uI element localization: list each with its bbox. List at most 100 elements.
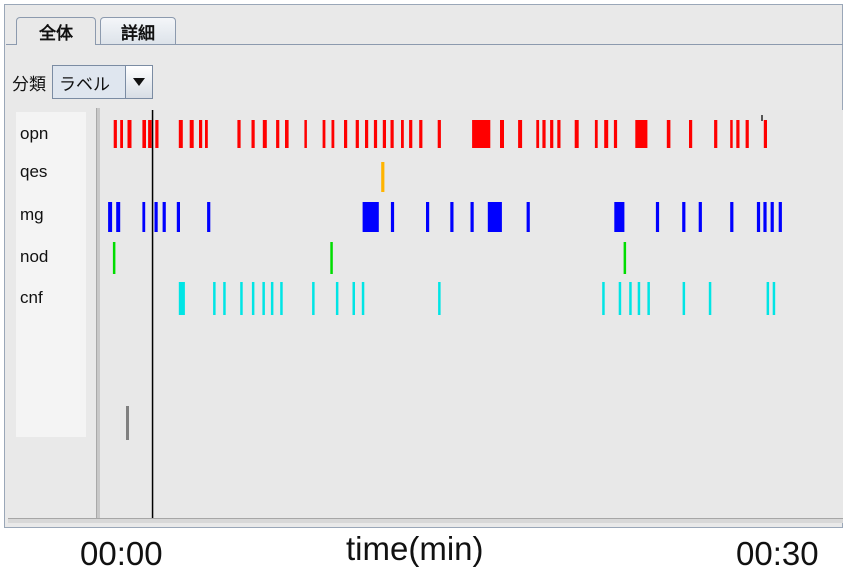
opn-event-27 (437, 120, 441, 148)
playback-cursor[interactable] (151, 110, 154, 520)
cnf-event-4 (251, 282, 255, 315)
opn-event-1 (120, 120, 123, 148)
track-label-nod: nod (20, 247, 49, 266)
mg-event-7 (362, 202, 379, 232)
nod-event-1 (330, 242, 333, 274)
mg-event-17 (698, 202, 702, 232)
cnf-event-9 (335, 282, 339, 315)
classification-select[interactable]: ラベル (52, 65, 153, 99)
opn-event-7 (189, 120, 194, 148)
cnf-event-17 (647, 282, 650, 315)
nod-event-2 (623, 242, 627, 274)
cnf-event-7 (280, 282, 283, 315)
mg-event-18 (730, 202, 734, 232)
opn-event-18 (344, 120, 348, 148)
opn-event-37 (604, 120, 609, 148)
mg-event-8 (390, 202, 395, 232)
opn-event-29 (500, 120, 504, 148)
track-label-cnf: cnf (20, 288, 43, 307)
opn-event-31 (536, 120, 540, 148)
classification-selected-value: ラベル (59, 74, 110, 95)
opn-event-9 (205, 120, 208, 148)
cnf-event-21 (772, 282, 776, 315)
mg-event-9 (426, 202, 430, 232)
cnf-event-0 (178, 282, 185, 315)
opn-event-11 (251, 120, 255, 148)
timeline-chart (108, 110, 782, 520)
cnf-event-20 (766, 282, 770, 315)
opn-event-45 (745, 120, 749, 148)
opn-event-38 (613, 120, 618, 148)
opn-event-14 (285, 120, 289, 148)
mg-event-0 (108, 202, 113, 232)
track-label-qes: qes (20, 162, 48, 181)
opn-event-36 (594, 120, 598, 148)
cnf-event-18 (682, 282, 686, 315)
track-label-opn: opn (20, 124, 49, 143)
opn-event-41 (689, 120, 693, 148)
mg-event-22 (778, 202, 782, 232)
timeline-plot[interactable] (100, 110, 843, 520)
cnf-event-2 (223, 282, 226, 315)
mg-event-3 (154, 202, 158, 232)
axis-start-label: 00:00 (80, 535, 163, 572)
mg-event-12 (487, 202, 502, 232)
opn-event-15 (304, 120, 307, 148)
cnf-event-1 (213, 282, 216, 315)
end-marker (761, 115, 763, 121)
opn-event-43 (730, 120, 733, 148)
mg-event-15 (655, 202, 660, 232)
opn-event-6 (178, 120, 183, 148)
chevron-down-icon (133, 78, 145, 86)
opn-event-33 (550, 120, 554, 148)
mg-event-6 (207, 202, 211, 232)
mg-event-1 (116, 202, 121, 232)
mg-event-19 (756, 202, 761, 232)
opn-event-26 (419, 120, 423, 148)
opn-event-32 (542, 120, 546, 148)
tab-overview[interactable]: 全体 (16, 17, 96, 45)
cnf-event-3 (240, 282, 243, 315)
opn-event-30 (518, 120, 523, 148)
cnf-event-11 (361, 282, 365, 315)
cnf-event-15 (629, 282, 632, 315)
opn-event-12 (262, 120, 267, 148)
opn-event-19 (355, 120, 359, 148)
mg-event-21 (770, 202, 774, 232)
mg-event-14 (614, 202, 625, 232)
mg-event-13 (526, 202, 530, 232)
opn-event-28 (472, 120, 491, 148)
opn-event-39 (635, 120, 648, 148)
opn-event-17 (331, 120, 335, 148)
cnf-event-14 (618, 282, 622, 315)
cnf-event-6 (270, 282, 274, 315)
qes-event-0 (381, 162, 385, 192)
mg-event-2 (142, 202, 146, 232)
mg-event-10 (450, 202, 454, 232)
nod-event-0 (112, 242, 116, 274)
mg-event-4 (162, 202, 166, 232)
classification-label: 分類 (12, 74, 46, 95)
mg-event-16 (682, 202, 686, 232)
opn-event-10 (237, 120, 241, 148)
filter-row: 分類 ラベル (12, 64, 153, 100)
opn-event-4 (148, 120, 152, 148)
cnf-event-16 (637, 282, 641, 315)
opn-event-20 (365, 120, 369, 148)
panel-divider[interactable] (96, 108, 100, 520)
mg-event-11 (470, 202, 474, 232)
opn-event-34 (557, 120, 561, 148)
cnf-event-19 (708, 282, 712, 315)
cnf-event-8 (312, 282, 315, 315)
extra-event-mark (126, 406, 129, 440)
track-label-mg: mg (20, 205, 44, 224)
tab-details[interactable]: 詳細 (100, 17, 176, 44)
cnf-event-5 (262, 282, 265, 315)
opn-event-5 (155, 120, 159, 148)
opn-event-0 (113, 120, 117, 148)
cnf-event-12 (438, 282, 441, 315)
dropdown-button[interactable] (125, 66, 152, 98)
tab-bar: 全体 詳細 (6, 8, 843, 45)
opn-event-23 (390, 120, 394, 148)
opn-event-21 (373, 120, 378, 148)
